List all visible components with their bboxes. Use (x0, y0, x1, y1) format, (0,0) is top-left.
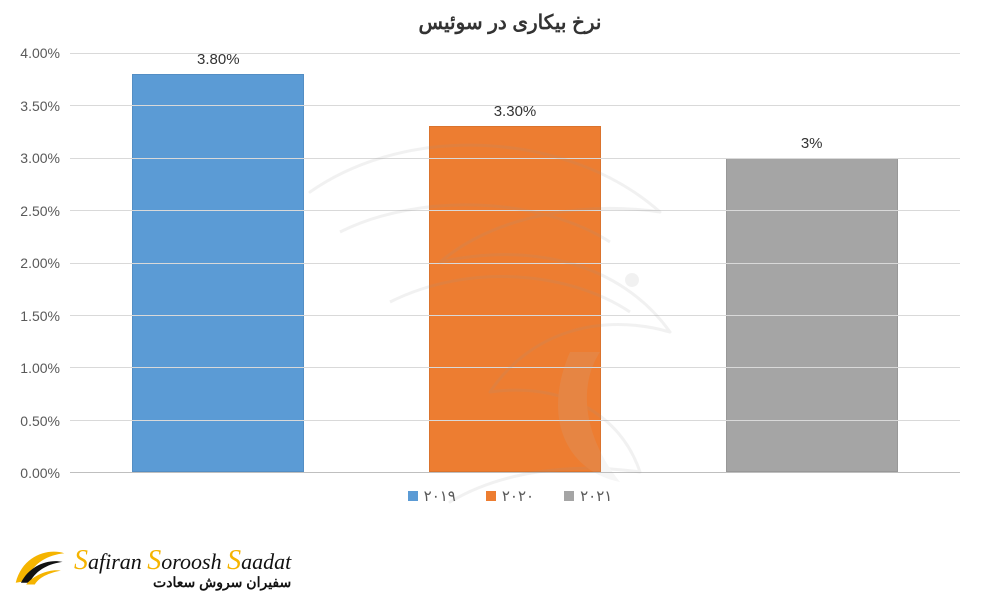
legend: ۲۰۱۹ ۲۰۲۰ ۲۰۲۱ (60, 487, 960, 505)
legend-label: ۲۰۲۰ (502, 487, 534, 505)
grid-line (70, 315, 960, 316)
brand-block: Safiran Soroosh Saadat سفیران سروش سعادت (14, 546, 291, 590)
chart-title: نرخ بیکاری در سوئیس (60, 10, 960, 35)
y-tick-label: 2.00% (20, 255, 60, 271)
grid-line (70, 263, 960, 264)
y-tick-label: 1.50% (20, 308, 60, 324)
legend-item: ۲۰۲۱ (564, 487, 612, 505)
grid-line (70, 210, 960, 211)
bar-value-label: 3% (727, 135, 897, 152)
brand-name-en: Safiran Soroosh Saadat (74, 546, 291, 575)
y-tick-label: 1.00% (20, 360, 60, 376)
y-tick-label: 0.00% (20, 465, 60, 481)
y-tick-label: 3.50% (20, 98, 60, 114)
legend-swatch (486, 491, 496, 501)
grid-line (70, 420, 960, 421)
legend-swatch (564, 491, 574, 501)
legend-swatch (408, 491, 418, 501)
y-tick-label: 4.00% (20, 45, 60, 61)
brand-wing-icon (14, 546, 66, 590)
grid-line (70, 53, 960, 54)
brand-name-fa: سفیران سروش سعادت (74, 575, 291, 590)
brand-text: Safiran Soroosh Saadat سفیران سروش سعادت (74, 546, 291, 590)
y-axis-labels: 0.00%0.50%1.00%1.50%2.00%2.50%3.00%3.50%… (10, 53, 65, 473)
y-tick-label: 3.00% (20, 150, 60, 166)
y-tick-label: 2.50% (20, 203, 60, 219)
grid-line (70, 367, 960, 368)
bar: 3.80% (132, 74, 304, 472)
legend-item: ۲۰۱۹ (408, 487, 456, 505)
grid-line (70, 158, 960, 159)
legend-item: ۲۰۲۰ (486, 487, 534, 505)
plot-area: 0.00%0.50%1.00%1.50%2.00%2.50%3.00%3.50%… (60, 53, 960, 473)
chart-container: نرخ بیکاری در سوئیس 0.00%0.50%1.00%1.50%… (60, 10, 960, 500)
plot: 3.80%3.30%3% (70, 53, 960, 473)
legend-label: ۲۰۱۹ (424, 487, 456, 505)
y-tick-label: 0.50% (20, 413, 60, 429)
grid-line (70, 105, 960, 106)
legend-label: ۲۰۲۱ (580, 487, 612, 505)
